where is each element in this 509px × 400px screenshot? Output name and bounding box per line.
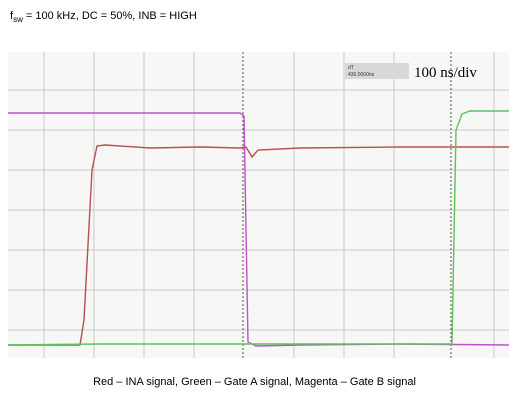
cursor-box: [345, 63, 409, 79]
header: fsw = 100 kHz, DC = 50%, INB = HIGH: [10, 10, 197, 24]
screen-bg: [8, 52, 509, 358]
cursor-name: dT: [348, 65, 354, 71]
cursor-value: 430.0000ns: [348, 72, 375, 78]
trace-gate-a: [7, 110, 509, 346]
scope-screen: dT 430.0000ns 100 ns/div: [7, 52, 509, 358]
symbol: f: [10, 10, 14, 22]
caption: Red – INA signal, Green – Gate A signal,…: [93, 376, 416, 388]
subscript: sw: [13, 15, 23, 25]
trace-ina: [8, 144, 509, 346]
timebase: 100 ns/div: [414, 65, 477, 81]
header-rest: = 100 kHz, DC = 50%, INB = HIGH: [22, 10, 197, 22]
